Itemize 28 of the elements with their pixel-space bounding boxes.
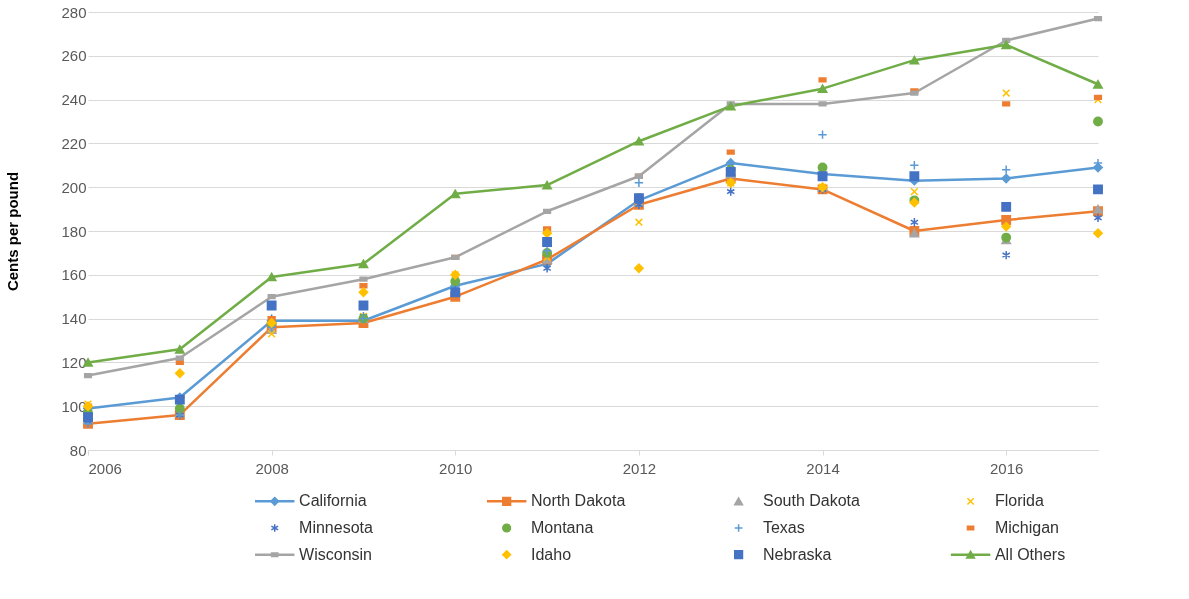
y-tick-label: 220 (61, 134, 87, 152)
y-axis-title: Cents per pound (4, 171, 22, 292)
y-tick-label: 200 (61, 178, 87, 196)
legend-label: Nebraska (762, 545, 832, 563)
legend-label: North Dakota (531, 492, 626, 510)
legend-label: Montana (531, 519, 594, 536)
legend-label: All Others (994, 545, 1066, 563)
legend-label: Wisconsin (299, 545, 372, 563)
x-tick-label: 2014 (806, 459, 840, 477)
legend-label: Michigan (994, 519, 1059, 536)
y-tick-label: 240 (61, 91, 87, 109)
legend-label: Minnesota (299, 519, 373, 536)
y-tick-label: 80 (69, 441, 87, 459)
legend-label: Florida (994, 492, 1044, 510)
legend-label: South Dakota (762, 492, 861, 510)
legend-label: Idaho (531, 545, 572, 563)
legend-label: California (299, 492, 367, 510)
x-tick-label: 2016 (989, 459, 1024, 477)
y-tick-label: 260 (61, 47, 87, 65)
x-tick-label: 2006 (88, 459, 122, 477)
legend-label: Texas (762, 519, 805, 536)
y-tick-label: 140 (61, 310, 87, 328)
y-tick-label: 180 (61, 222, 87, 240)
y-tick-label: 160 (61, 266, 87, 284)
x-tick-label: 2010 (439, 459, 473, 477)
x-tick-label: 2012 (622, 459, 657, 477)
x-tick-label: 2008 (255, 459, 289, 477)
y-tick-label: 280 (61, 3, 87, 21)
